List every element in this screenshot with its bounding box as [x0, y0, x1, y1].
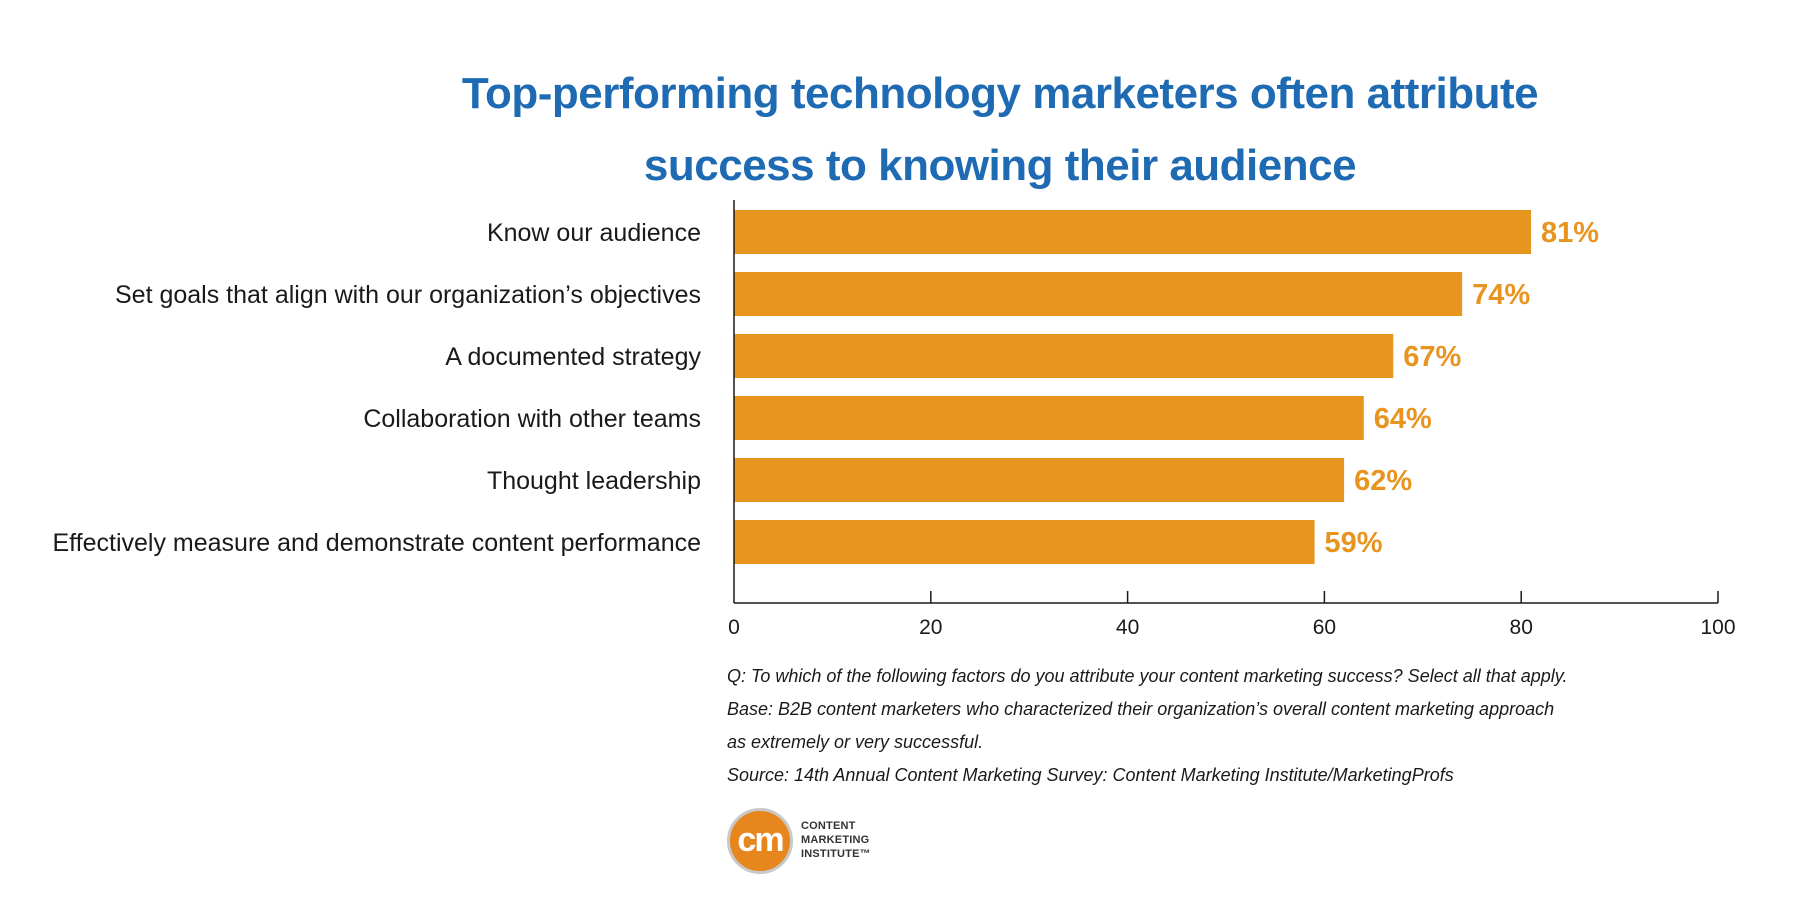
x-tick-label: 60	[1313, 616, 1336, 639]
value-label: 64%	[1374, 403, 1432, 435]
value-label: 74%	[1472, 279, 1530, 311]
x-axis: 0 20 40 60 80 100	[728, 200, 1736, 639]
bar	[734, 334, 1394, 378]
bars-group: Know our audience 81% Set goals that align…	[53, 210, 1599, 564]
bar	[734, 520, 1315, 564]
bar	[734, 210, 1532, 254]
cmi-logo: cm CONTENT MARKETING INSTITUTE™	[727, 808, 907, 880]
bar	[734, 396, 1364, 440]
x-tick-label: 80	[1510, 616, 1533, 639]
source-note: Source: 14th Annual Content Marketing Su…	[727, 765, 1454, 785]
logo-wordmark: CONTENT MARKETING INSTITUTE™	[801, 819, 871, 861]
x-tick-label: 100	[1700, 616, 1735, 639]
x-tick-label: 40	[1116, 616, 1139, 639]
logo-line-2: MARKETING	[801, 834, 870, 846]
value-label: 67%	[1403, 341, 1461, 373]
x-tick-label: 20	[919, 616, 942, 639]
question-note: Q: To which of the following factors do …	[727, 666, 1568, 686]
category-label: Set goals that align with our organizati…	[115, 281, 701, 309]
chart-notes: Q: To which of the following factors do …	[727, 660, 1727, 792]
cm-logo-mark: cm	[727, 808, 793, 874]
chart-title: Top-performing technology marketers ofte…	[220, 58, 1780, 202]
value-label: 81%	[1541, 217, 1599, 249]
category-label: Collaboration with other teams	[363, 405, 701, 433]
logo-line-3: INSTITUTE™	[801, 848, 871, 860]
logo-line-1: CONTENT	[801, 820, 856, 832]
base-note-line-1: Base: B2B content marketers who characte…	[727, 699, 1555, 719]
bar	[734, 458, 1345, 502]
base-note-line-2: as extremely or very successful.	[727, 732, 984, 752]
category-label: Effectively measure and demonstrate cont…	[53, 529, 702, 557]
value-label: 62%	[1354, 465, 1412, 497]
category-label: Thought leadership	[487, 467, 701, 495]
chart-title-line-1: Top-performing technology marketers ofte…	[461, 69, 1539, 118]
bar	[734, 272, 1463, 316]
x-tick-label: 0	[728, 616, 740, 639]
category-label: A documented strategy	[445, 343, 701, 371]
value-label: 59%	[1325, 527, 1383, 559]
category-label: Know our audience	[487, 219, 701, 247]
chart-title-line-2: success to knowing their audience	[643, 141, 1357, 190]
